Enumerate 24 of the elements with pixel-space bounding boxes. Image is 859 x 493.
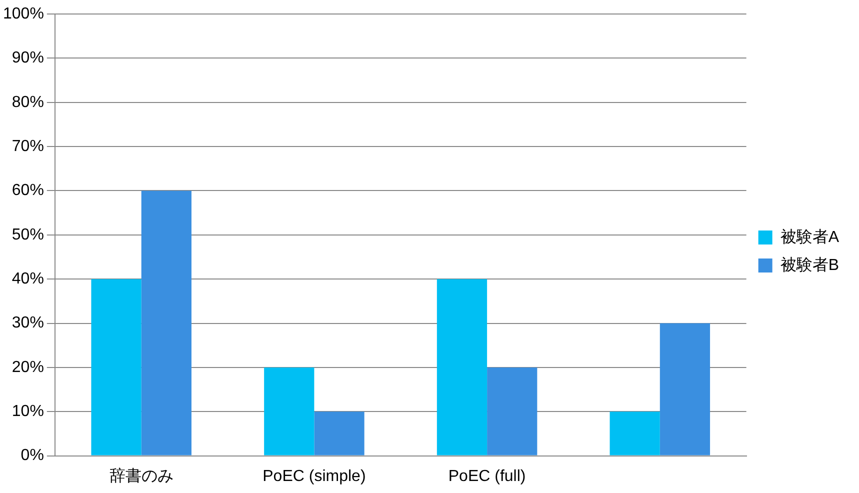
x-tick-label: PoEC (simple) [262,468,366,485]
y-tick-label: 80% [12,94,44,111]
x-tick-label: PoEC (full) [448,468,526,485]
y-tick-label: 10% [12,403,44,420]
y-tick-label: 50% [12,226,44,244]
bar [264,367,314,456]
y-tick-label: 90% [12,50,44,67]
bar [91,279,142,456]
bar [141,190,192,456]
legend-label: 被験者A [780,228,840,246]
y-tick-label: 0% [20,447,44,464]
y-tick-label: 100% [3,5,44,22]
x-tick-label: 辞書のみ [109,466,174,485]
bar [436,279,488,456]
bar [487,367,538,456]
y-tick-label: 30% [12,314,44,332]
legend-label: 被験者B [780,256,839,274]
y-tick-label: 70% [12,138,44,155]
y-tick-label: 40% [12,270,44,288]
bar [610,412,660,456]
bar [314,412,364,456]
y-tick-label: 20% [12,358,44,376]
y-tick-label: 60% [12,182,44,200]
bar [660,323,710,456]
